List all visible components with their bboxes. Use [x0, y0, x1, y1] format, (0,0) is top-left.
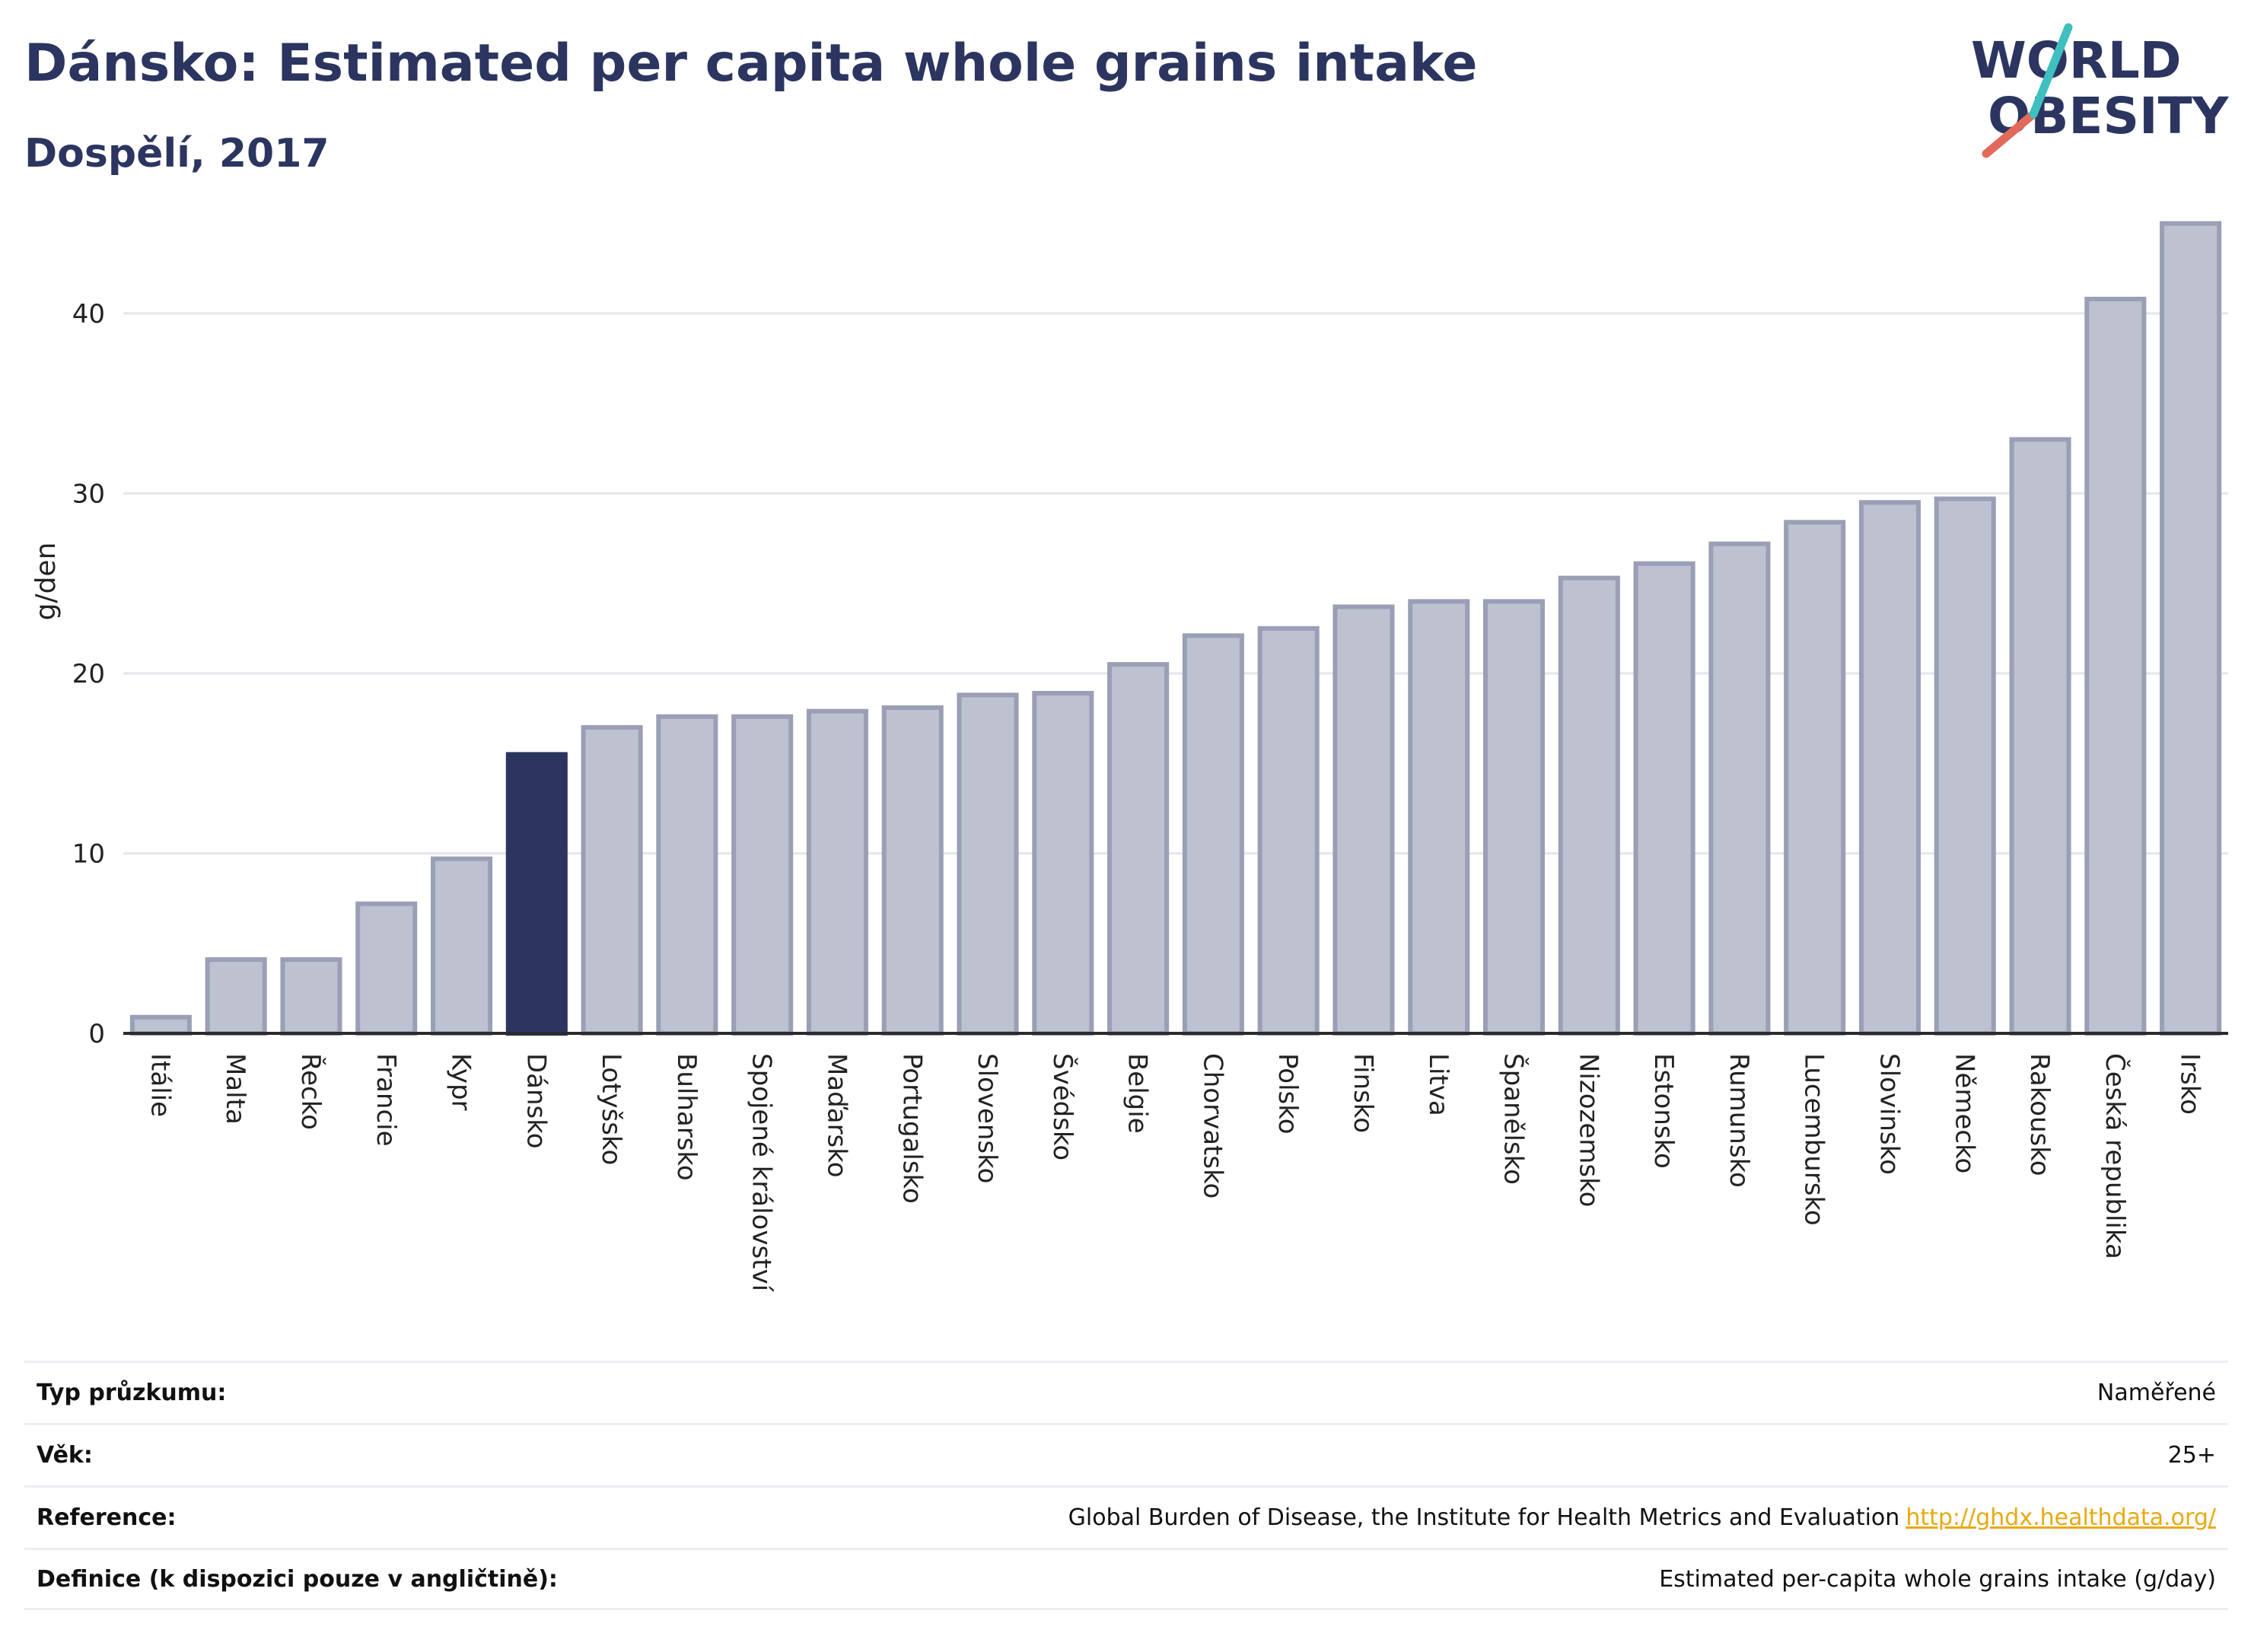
- x-tick-label: Polsko: [1272, 1053, 1303, 1135]
- x-tick-label: Finsko: [1348, 1053, 1378, 1133]
- x-tick-label: Řecko: [295, 1053, 326, 1130]
- info-label: Reference:: [37, 1504, 177, 1531]
- bar-9: [731, 714, 794, 1036]
- info-row-age: Věk: 25+: [24, 1423, 2228, 1485]
- page-title: Dánsko: Estimated per capita whole grain…: [24, 33, 1478, 94]
- x-tick-label: Spojené království: [747, 1053, 777, 1293]
- bar-27: [2084, 296, 2147, 1036]
- bar-18: [1408, 599, 1470, 1036]
- bars: [129, 221, 2222, 1036]
- info-row-definition: Definice (k dispozici pouze v angličtině…: [24, 1548, 2228, 1610]
- x-tick-label: Dánsko: [521, 1053, 551, 1149]
- x-tick-label: Malta: [220, 1053, 250, 1125]
- info-value: Naměřené: [2097, 1380, 2216, 1406]
- info-value: Estimated per-capita whole grains intake…: [1659, 1565, 2216, 1593]
- x-tick-label: Francie: [371, 1053, 401, 1147]
- reference-text: Global Burden of Disease, the Institute …: [1068, 1504, 1900, 1531]
- x-tick-label: Kypr: [446, 1053, 476, 1111]
- bar-13: [1032, 690, 1094, 1036]
- logo-slash-red: [1982, 110, 2038, 158]
- info-label: Definice (k dispozici pouze v angličtině…: [37, 1565, 558, 1593]
- x-tick-label: Lucembursko: [1799, 1053, 1829, 1226]
- bar-11: [881, 705, 944, 1036]
- reference-link[interactable]: http://ghdx.healthdata.org/: [1906, 1504, 2216, 1531]
- bar-28: [2160, 221, 2222, 1036]
- bar-26: [2009, 437, 2071, 1036]
- bar-25: [1934, 496, 1996, 1036]
- x-tick-label: Česká republika: [2100, 1053, 2131, 1259]
- bar-14: [1107, 662, 1170, 1036]
- x-tick-label: Německo: [1949, 1053, 1979, 1173]
- y-axis-title: g/den: [30, 543, 62, 621]
- bar-21: [1633, 561, 1695, 1036]
- x-tick-label: Rumunsko: [1724, 1053, 1754, 1188]
- x-tick-label: Španělsko: [1498, 1053, 1530, 1185]
- info-table: Typ průzkumu: Naměřené Věk: 25+ Referenc…: [24, 1361, 2228, 1610]
- x-tick-label: Bulharsko: [671, 1053, 702, 1181]
- x-tick-label: Slovinsko: [1874, 1053, 1904, 1175]
- x-tick-label: Portugalsko: [896, 1053, 927, 1204]
- x-tick-label: Itálie: [145, 1053, 175, 1117]
- bar-22: [1708, 541, 1771, 1036]
- y-tick-label: 0: [88, 1019, 105, 1049]
- x-tick-label: Rakousko: [2024, 1053, 2055, 1176]
- x-tick-label: Irsko: [2175, 1053, 2205, 1115]
- x-tick-label: Švédsko: [1047, 1053, 1078, 1160]
- bar-7: [581, 724, 643, 1036]
- info-row-reference: Reference: Global Burden of Disease, the…: [24, 1485, 2228, 1548]
- x-tick-label: Maďarsko: [821, 1053, 852, 1178]
- x-tick-label: Nizozemsko: [1573, 1053, 1603, 1207]
- bar-15: [1182, 633, 1244, 1036]
- bar-4: [355, 901, 418, 1036]
- y-tick-label: 40: [72, 299, 105, 329]
- page-subtitle: Dospělí, 2017: [24, 131, 330, 177]
- bar-23: [1784, 520, 1846, 1036]
- info-value: 25+: [2167, 1442, 2216, 1469]
- x-tick-label: Estonsko: [1648, 1053, 1679, 1169]
- bar-24: [1858, 500, 1921, 1036]
- labels: 0 10 20 30 40 Itálie Malta Řecko Francie Kypr Dáns…: [30, 299, 2205, 1293]
- y-tick-label: 30: [72, 479, 105, 509]
- y-tick-label: 10: [72, 839, 105, 869]
- logo-line1: WORLD: [1971, 31, 2182, 90]
- info-label: Věk:: [37, 1442, 93, 1469]
- x-tick-label: Slovensko: [972, 1053, 1002, 1183]
- world-obesity-logo: WORLD OBESITY: [1971, 23, 2230, 158]
- bar-19: [1482, 599, 1546, 1036]
- info-label: Typ průzkumu:: [37, 1380, 227, 1406]
- info-row-survey-type: Typ průzkumu: Naměřené: [24, 1361, 2228, 1423]
- bar-10: [806, 708, 869, 1036]
- x-tick-label: Belgie: [1122, 1053, 1153, 1134]
- bar-6: [505, 752, 568, 1036]
- bar-8: [656, 714, 718, 1036]
- x-tick-label: Chorvatsko: [1197, 1053, 1227, 1198]
- bar-5: [430, 856, 493, 1036]
- bar-17: [1332, 604, 1395, 1036]
- bar-12: [957, 692, 1019, 1036]
- bar-chart: 0 10 20 30 40 Itálie Malta Řecko Francie Kypr Dáns…: [30, 221, 2228, 1293]
- bar-2: [205, 957, 267, 1036]
- x-tick-label: Lotyšsko: [596, 1053, 626, 1165]
- x-tick-label: Litva: [1423, 1053, 1453, 1116]
- bar-20: [1558, 575, 1620, 1036]
- logo-slash-teal: [2029, 23, 2073, 119]
- bar-16: [1257, 625, 1320, 1036]
- bar-1: [129, 1014, 192, 1036]
- bar-3: [280, 957, 342, 1036]
- y-tick-label: 20: [72, 659, 105, 689]
- info-value-reference: Global Burden of Disease, the Institute …: [1068, 1504, 2216, 1531]
